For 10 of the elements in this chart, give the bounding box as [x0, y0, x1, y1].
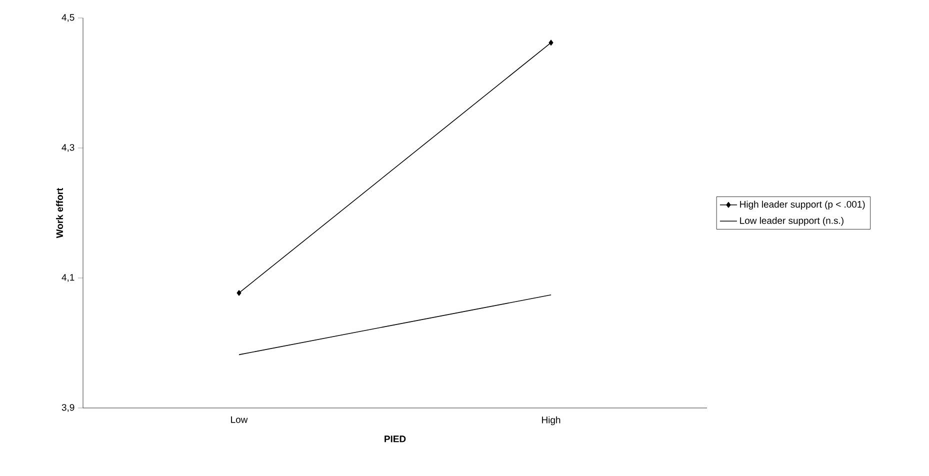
legend-label: High leader support (p < .001): [740, 200, 865, 210]
x-axis-title: PIED: [384, 436, 406, 442]
y-axis-title: Work effort: [56, 188, 63, 238]
y-tick-label: 4,1: [62, 274, 74, 282]
legend-label: Low leader support (n.s.): [740, 216, 844, 226]
x-tick-label: High: [542, 416, 560, 426]
x-tick-label: Low: [231, 416, 248, 423]
y-tick-label: 4,5: [62, 14, 74, 22]
y-tick-label: 3,9: [62, 404, 74, 412]
y-tick-label: 4,3: [62, 144, 74, 152]
